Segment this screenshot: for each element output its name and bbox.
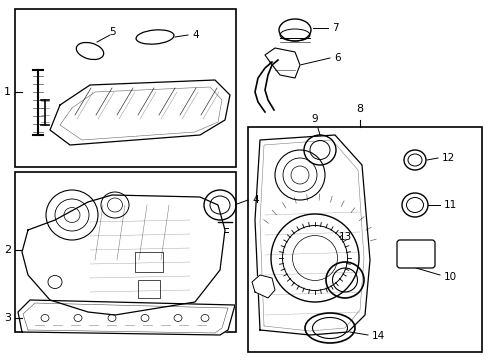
Bar	[135, 252, 163, 272]
Polygon shape	[22, 195, 225, 315]
Polygon shape	[265, 48, 300, 78]
Polygon shape	[50, 80, 230, 145]
Bar	[138, 280, 160, 298]
Text: 6: 6	[334, 53, 341, 63]
Text: 5: 5	[109, 27, 116, 37]
Text: 4: 4	[192, 30, 198, 40]
Text: 10: 10	[444, 272, 457, 282]
Text: 2: 2	[4, 245, 11, 255]
Text: 7: 7	[332, 23, 339, 33]
Polygon shape	[18, 300, 235, 335]
Text: 1: 1	[4, 87, 11, 97]
Text: 9: 9	[312, 114, 318, 124]
Text: 11: 11	[444, 200, 457, 210]
Text: 14: 14	[372, 331, 385, 341]
Polygon shape	[252, 275, 275, 298]
Bar	[15, 172, 236, 332]
Text: 12: 12	[442, 153, 455, 163]
Text: 8: 8	[356, 104, 364, 114]
Polygon shape	[255, 135, 370, 335]
FancyBboxPatch shape	[397, 240, 435, 268]
Bar	[248, 127, 482, 352]
Text: 4: 4	[252, 195, 259, 205]
Bar	[15, 9, 236, 167]
Text: 13: 13	[339, 232, 352, 242]
Text: 3: 3	[4, 313, 11, 323]
